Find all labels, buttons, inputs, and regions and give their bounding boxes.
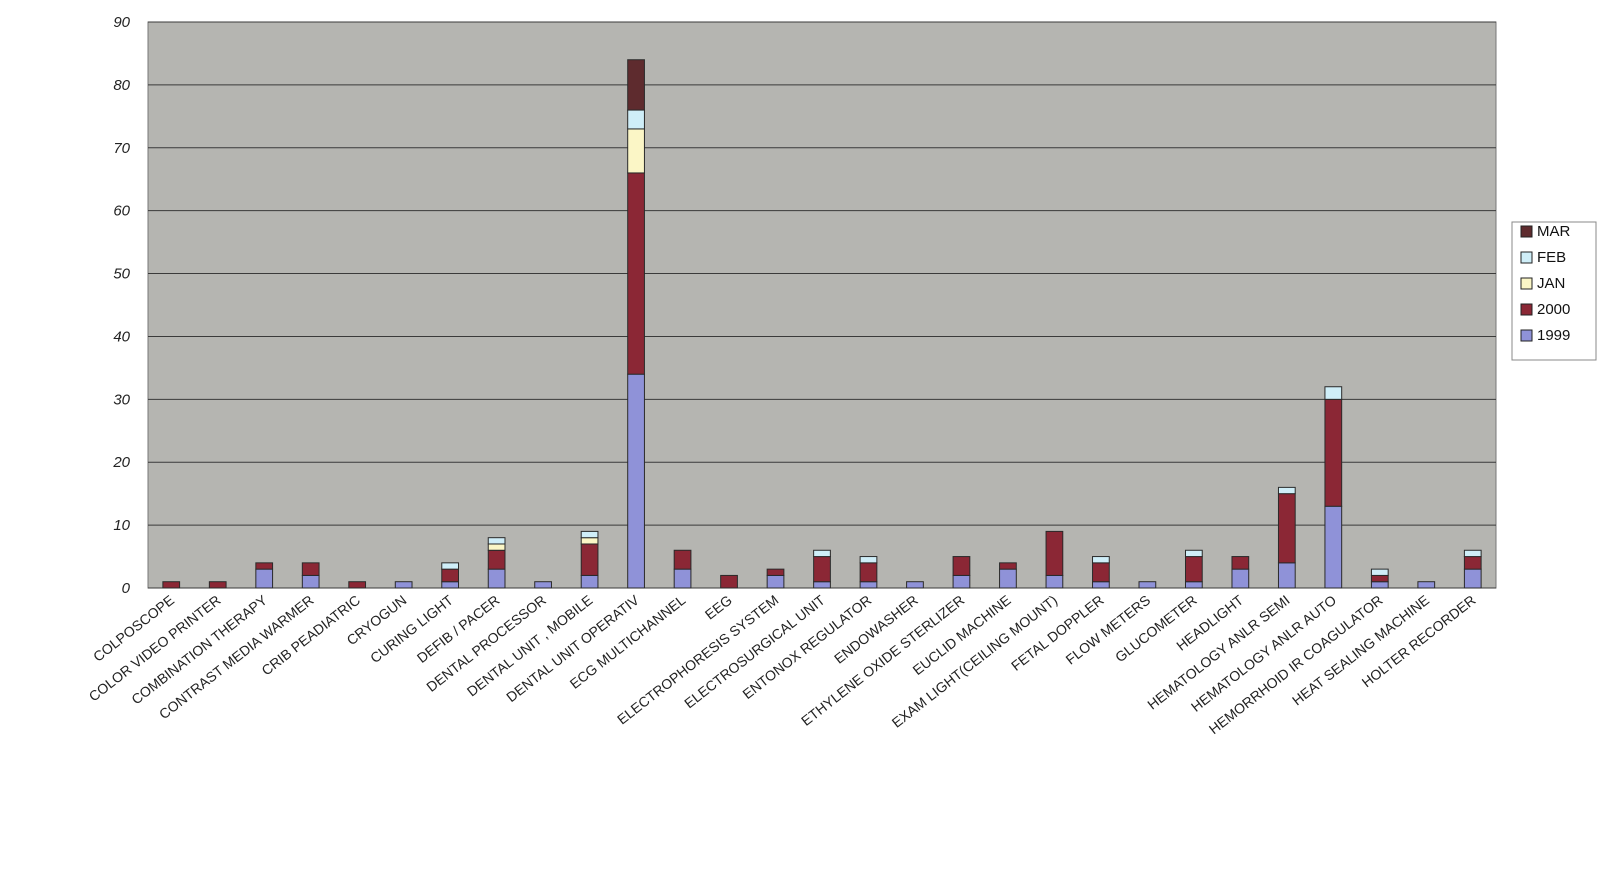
legend-swatch-2000	[1520, 303, 1533, 316]
bar-segment-jan	[487, 543, 506, 551]
bar-segment-1999	[394, 581, 413, 589]
legend-label-jan: JAN	[1537, 275, 1565, 292]
bar-segment-jan	[580, 537, 599, 545]
x-category-label: GLUCOMETER	[1112, 592, 1200, 665]
bar-segment-2000	[859, 562, 878, 583]
x-category-label: EEG	[702, 592, 735, 623]
bar-segment-feb	[1324, 386, 1343, 400]
bar-segment-2000	[720, 574, 738, 589]
x-category-label: FLOW METERS	[1062, 592, 1153, 668]
bar-segment-2000	[952, 556, 971, 576]
bar-segment-1999	[766, 574, 785, 589]
bar-segment-1999	[534, 581, 552, 589]
bar-segment-1999	[813, 581, 831, 589]
bar-segment-mar	[627, 59, 645, 111]
bar-segment-1999	[1045, 574, 1064, 589]
bar-segment-1999	[1184, 581, 1203, 589]
legend-label-1999: 1999	[1537, 327, 1570, 344]
bar-segment-2000	[441, 568, 460, 583]
y-tick-label: 10	[113, 517, 130, 534]
legend-label-feb: FEB	[1537, 249, 1566, 266]
x-category-label: CURING LIGHT	[367, 591, 456, 666]
y-tick-label: 20	[112, 454, 130, 471]
y-tick-label: 90	[113, 14, 130, 31]
bar-segment-1999	[1463, 568, 1482, 589]
bar-segment-2000	[1045, 530, 1064, 576]
legend-label-2000: 2000	[1537, 301, 1570, 318]
bar-segment-2000	[1370, 574, 1389, 583]
bar-segment-2000	[1184, 556, 1203, 583]
y-tick-label: 70	[113, 140, 130, 157]
bar-segment-feb	[1463, 549, 1482, 558]
bar-segment-1999	[301, 574, 320, 589]
bar-segment-2000	[348, 581, 367, 589]
bar-segment-jan	[627, 128, 645, 174]
bar-segment-2000	[208, 581, 227, 589]
bar-segment-feb	[1184, 549, 1203, 558]
bar-segment-2000	[301, 562, 320, 576]
bar-segment-feb	[441, 562, 460, 570]
legend: MAR FEB JAN 2000 1999	[1511, 221, 1597, 361]
bar-segment-feb	[813, 549, 831, 558]
bar-segment-feb	[487, 537, 506, 545]
legend-swatch-mar	[1520, 225, 1533, 238]
bar-segment-feb	[1370, 568, 1389, 576]
legend-swatch-jan	[1520, 277, 1533, 290]
bar-segment-2000	[1231, 556, 1250, 570]
bar-segment-feb	[627, 109, 645, 130]
bar-segment-2000	[1324, 398, 1343, 507]
bar-segment-feb	[859, 556, 878, 564]
bar-segment-1999	[952, 574, 971, 589]
bar-segment-2000	[162, 581, 181, 589]
y-tick-label: 50	[113, 266, 130, 283]
bar-segment-1999	[906, 581, 924, 589]
y-tick-label: 60	[113, 203, 130, 220]
bar-segment-1999	[255, 568, 274, 589]
legend-label-mar: MAR	[1537, 223, 1571, 240]
legend-swatch-feb	[1520, 251, 1533, 264]
bar-segment-1999	[1370, 581, 1389, 589]
bar-segment-1999	[673, 568, 692, 589]
bar-segment-1999	[1231, 568, 1250, 589]
bar-segment-1999	[487, 568, 506, 589]
bar-segment-2000	[1092, 562, 1110, 583]
bar-segment-1999	[580, 574, 599, 589]
bar-segment-1999	[1324, 505, 1343, 589]
bar-segment-1999	[441, 581, 460, 589]
bar-segment-1999	[627, 373, 645, 589]
y-tick-label: 80	[113, 77, 130, 94]
bar-segment-1999	[1138, 581, 1157, 589]
bars	[162, 59, 1482, 589]
bar-segment-1999	[1092, 581, 1110, 589]
bar-segment-2000	[999, 562, 1017, 570]
gridlines	[148, 21, 1496, 589]
bar-segment-2000	[627, 172, 645, 375]
bar-segment-2000	[580, 543, 599, 576]
bar-segment-1999	[1417, 581, 1436, 589]
bar-segment-feb	[1092, 556, 1110, 564]
plot-area	[147, 21, 1497, 589]
bar-segment-1999	[1277, 562, 1296, 589]
bar-segment-2000	[1463, 556, 1482, 570]
bar-segment-2000	[766, 568, 785, 576]
bar-segment-2000	[487, 549, 506, 570]
y-axis-ticks: 0 10 20 30 40 50 60 70 80 90	[112, 14, 130, 597]
bar-segment-1999	[999, 568, 1017, 589]
bar-segment-2000	[813, 556, 831, 583]
y-tick-label: 40	[113, 328, 130, 345]
bar-segment-feb	[1277, 486, 1296, 495]
y-tick-label: 30	[113, 391, 130, 408]
y-tick-label: 0	[122, 580, 131, 597]
bar-segment-1999	[859, 581, 878, 589]
bar-segment-2000	[255, 562, 274, 570]
bar-segment-feb	[580, 530, 599, 539]
bar-segment-2000	[1277, 493, 1296, 564]
bar-segment-2000	[673, 549, 692, 570]
legend-swatch-1999	[1520, 329, 1533, 342]
